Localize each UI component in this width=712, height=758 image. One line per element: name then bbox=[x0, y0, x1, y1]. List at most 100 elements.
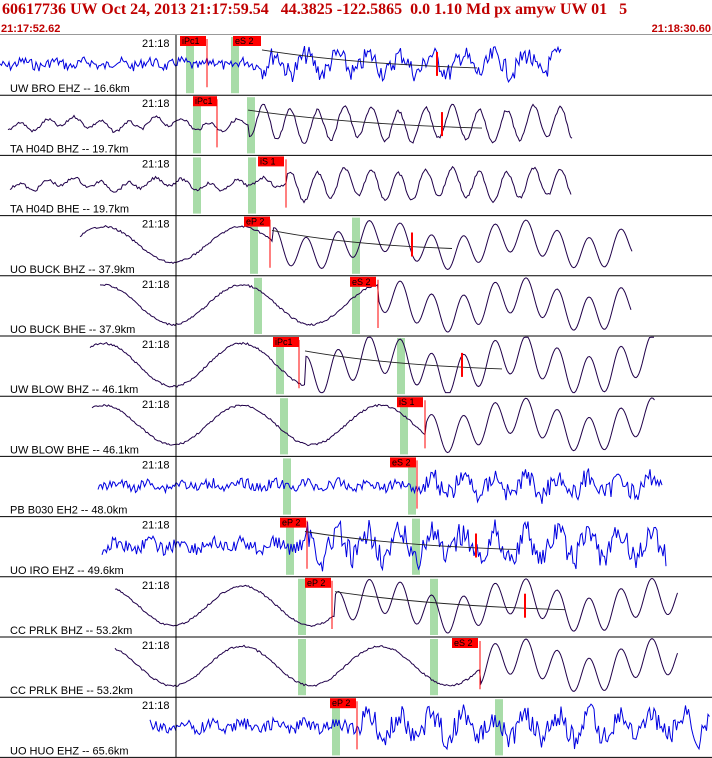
coda-curve bbox=[247, 109, 483, 129]
coda-curve bbox=[334, 591, 566, 611]
pick-window-band bbox=[495, 699, 503, 756]
waveform-trace bbox=[149, 703, 710, 751]
pick-window-band bbox=[352, 277, 360, 334]
channel-label: TA H04D BHZ -- 19.7km bbox=[10, 143, 128, 155]
pick-window-band bbox=[286, 518, 294, 575]
pick-window-band bbox=[352, 217, 360, 274]
pick-window-band bbox=[430, 578, 438, 635]
channel-row[interactable]: eS 2 21:18 PB B030 EH2 -- 48.0km bbox=[0, 456, 712, 518]
channel-label: UO IRO EHZ -- 49.6km bbox=[10, 565, 124, 577]
coda-curve bbox=[261, 49, 478, 69]
phase-pick-box[interactable] bbox=[244, 216, 270, 227]
channel-label: CC PRLK BHZ -- 53.2km bbox=[10, 625, 132, 637]
pick-window-band bbox=[193, 157, 201, 214]
pick-window-band bbox=[280, 398, 288, 455]
time-tick-label: 21:18 bbox=[142, 219, 170, 231]
coda-curve bbox=[304, 350, 503, 370]
phase-pick-box[interactable] bbox=[350, 276, 376, 287]
pick-window-band bbox=[298, 578, 306, 635]
time-tick-label: 21:18 bbox=[142, 339, 170, 351]
channel-row[interactable]: iS 1 21:18 TA H04D BHE -- 19.7km bbox=[0, 155, 712, 217]
phase-pick-label: eP 2 bbox=[282, 518, 300, 528]
phase-pick-box[interactable] bbox=[193, 96, 217, 107]
phase-pick-label: iS 1 bbox=[260, 156, 276, 166]
phase-pick-box[interactable] bbox=[330, 698, 356, 709]
phase-pick-box[interactable] bbox=[280, 517, 306, 528]
channel-row[interactable]: eP 2 21:18 UO HUO EHZ -- 65.6km bbox=[0, 697, 712, 758]
waveform-trace bbox=[114, 638, 678, 692]
header-divider bbox=[0, 34, 712, 35]
waveform-trace bbox=[89, 336, 654, 394]
channel-row[interactable]: eS 2 21:18 UO BUCK BHE -- 37.9km bbox=[0, 275, 712, 337]
pick-window-band bbox=[397, 338, 405, 395]
coda-curve bbox=[271, 230, 453, 249]
pick-window-band bbox=[276, 338, 284, 395]
channel-label: UO BUCK BHZ -- 37.9km bbox=[10, 264, 135, 276]
coda-curve bbox=[304, 531, 517, 550]
phase-pick-box[interactable] bbox=[390, 457, 416, 468]
phase-pick-label: eP 2 bbox=[332, 698, 350, 708]
pick-window-band bbox=[247, 97, 255, 154]
phase-pick-label: iS 1 bbox=[399, 397, 415, 407]
end-time: 21:18:30.60 bbox=[651, 23, 711, 35]
time-tick-label: 21:18 bbox=[142, 520, 170, 532]
time-tick-label: 21:18 bbox=[142, 279, 170, 291]
phase-pick-box[interactable] bbox=[233, 36, 261, 46]
waveform-trace bbox=[99, 277, 632, 333]
waveform-trace bbox=[91, 397, 655, 454]
time-tick-label: 21:18 bbox=[142, 158, 170, 170]
time-tick-label: 21:18 bbox=[142, 700, 170, 712]
pick-window-band bbox=[254, 277, 262, 334]
channel-row[interactable]: iPc1 21:18 TA H04D BHZ -- 19.7km bbox=[0, 95, 712, 156]
channel-label: UO BUCK BHE -- 37.9km bbox=[10, 324, 135, 336]
channel-row[interactable]: eP 2 21:18 UO IRO EHZ -- 49.6km bbox=[0, 516, 712, 578]
phase-pick-box[interactable] bbox=[273, 337, 299, 347]
time-tick-label: 21:18 bbox=[142, 38, 170, 50]
pick-window-band bbox=[231, 37, 239, 94]
pick-window-band bbox=[400, 398, 408, 455]
channel-row[interactable]: iS 1 21:18 UW BLOW BHE -- 46.1km bbox=[0, 396, 712, 457]
pick-window-band bbox=[408, 458, 416, 515]
waveform-trace bbox=[114, 577, 678, 634]
channel-label: TA H04D BHE -- 19.7km bbox=[10, 204, 129, 216]
pick-window-band bbox=[250, 217, 258, 274]
phase-pick-label: eP 2 bbox=[307, 578, 325, 588]
phase-pick-box[interactable] bbox=[305, 577, 331, 588]
phase-pick-label: eS 2 bbox=[454, 638, 473, 648]
phase-pick-label: iPc1 bbox=[195, 96, 213, 106]
channel-row[interactable]: eP 2 21:18 CC PRLK BHZ -- 53.2km bbox=[0, 576, 712, 638]
waveform-trace bbox=[79, 219, 633, 271]
phase-pick-label: eP 2 bbox=[246, 217, 264, 227]
pick-window-band bbox=[283, 458, 291, 515]
time-tick-label: 21:18 bbox=[142, 580, 170, 592]
channel-row[interactable]: iPc1 eS 2 21:18 UW BRO EHZ -- 16.6km bbox=[0, 35, 712, 96]
phase-pick-box[interactable] bbox=[180, 36, 206, 46]
phase-pick-label: eS 2 bbox=[352, 277, 371, 287]
phase-pick-box[interactable] bbox=[258, 156, 284, 167]
waveform-trace bbox=[0, 45, 562, 84]
pick-window-band bbox=[248, 157, 256, 214]
phase-pick-box[interactable] bbox=[452, 638, 478, 648]
start-time: 21:17:52.62 bbox=[1, 23, 61, 35]
channel-label: UW BRO EHZ -- 16.6km bbox=[10, 83, 130, 95]
seismogram-panel[interactable]: iPc1 eS 2 21:18 UW BRO EHZ -- 16.6km iPc1 21:… bbox=[0, 35, 712, 758]
pick-window-band bbox=[193, 97, 201, 154]
channel-row[interactable]: iPc1 21:18 UW BLOW BHZ -- 46.1km bbox=[0, 336, 712, 397]
pick-window-band bbox=[430, 639, 438, 696]
channel-label: CC PRLK BHE -- 53.2km bbox=[10, 685, 133, 697]
pick-window-band bbox=[332, 699, 340, 756]
event-title: 60617736 UW Oct 24, 2013 21:17:59.54 44.… bbox=[2, 1, 628, 18]
time-tick-label: 21:18 bbox=[142, 459, 170, 471]
phase-pick-label: iPc1 bbox=[275, 337, 293, 347]
channel-label: UW BLOW BHZ -- 46.1km bbox=[10, 384, 138, 396]
time-tick-label: 21:18 bbox=[142, 640, 170, 652]
phase-pick-label: eS 2 bbox=[235, 36, 254, 46]
channel-row[interactable]: eS 2 21:18 CC PRLK BHE -- 53.2km bbox=[0, 637, 712, 698]
channel-label: PB B030 EH2 -- 48.0km bbox=[10, 505, 127, 517]
pick-window-band bbox=[186, 37, 194, 94]
phase-pick-label: eS 2 bbox=[392, 457, 411, 467]
pick-window-band bbox=[412, 518, 420, 575]
channel-row[interactable]: eP 2 21:18 UO BUCK BHZ -- 37.9km bbox=[0, 215, 712, 277]
waveform-trace bbox=[9, 165, 572, 204]
phase-pick-box[interactable] bbox=[397, 397, 423, 408]
